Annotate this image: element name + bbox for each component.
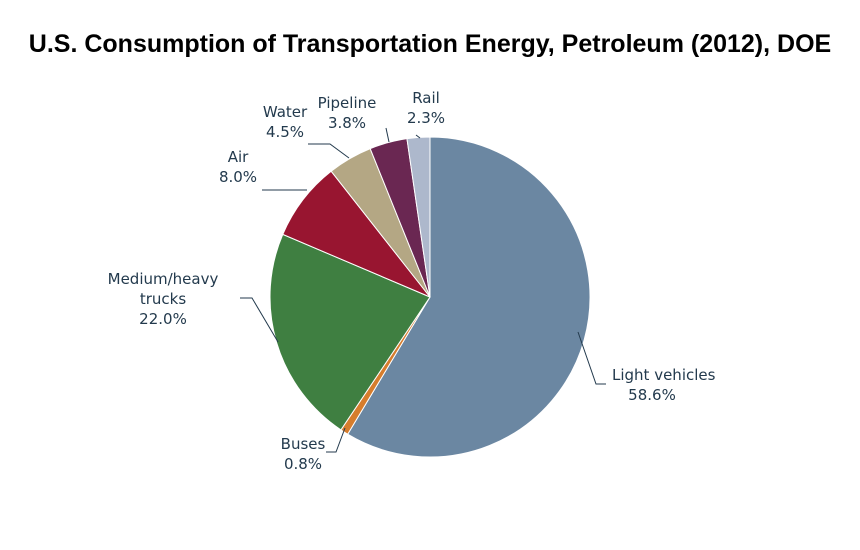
pie-slice-light-vehicles (347, 136, 591, 458)
slice-name-label: Medium/heavy (108, 270, 219, 288)
slice-name-label: Light vehicles (612, 366, 716, 384)
leader-line (240, 297, 279, 343)
slice-labels: Light vehicles 58.6% Buses 0.8% Medium/heavy… (108, 89, 716, 473)
slice-name-label: Rail (412, 89, 440, 107)
slice-label: Buses 0.8% (281, 435, 326, 473)
leader-lines (240, 127, 606, 453)
slice-name-label: Air (228, 148, 249, 166)
pie-slices (269, 136, 591, 458)
leader-line (308, 143, 350, 159)
slice-name-label: Water (263, 103, 308, 121)
slice-value-label: 0.8% (284, 455, 322, 473)
slice-name-label: trucks (140, 290, 186, 308)
slice-value-label: 22.0% (139, 310, 187, 328)
pie-slice-medium-heavy-trucks (269, 233, 431, 431)
leader-line (415, 134, 421, 139)
slice-name-label: Buses (281, 435, 326, 453)
slice-value-label: 2.3% (407, 109, 445, 127)
leader-line (385, 127, 390, 143)
slice-value-label: 4.5% (266, 123, 304, 141)
slice-label: Pipeline 3.8% (318, 94, 377, 132)
chart-title: U.S. Consumption of Transportation Energ… (28, 30, 832, 58)
slice-label: Air 8.0% (219, 148, 257, 186)
slice-label: Water 4.5% (263, 103, 308, 141)
slice-value-label: 8.0% (219, 168, 257, 186)
slice-value-label: 3.8% (328, 114, 366, 132)
slice-label: Medium/heavy trucks 22.0% (108, 270, 219, 328)
leader-line (577, 331, 606, 385)
slice-name-label: Pipeline (318, 94, 377, 112)
leader-line (326, 427, 346, 453)
slice-label: Rail 2.3% (407, 89, 445, 127)
slice-label: Light vehicles 58.6% (612, 366, 716, 404)
slice-value-label: 58.6% (628, 386, 676, 404)
